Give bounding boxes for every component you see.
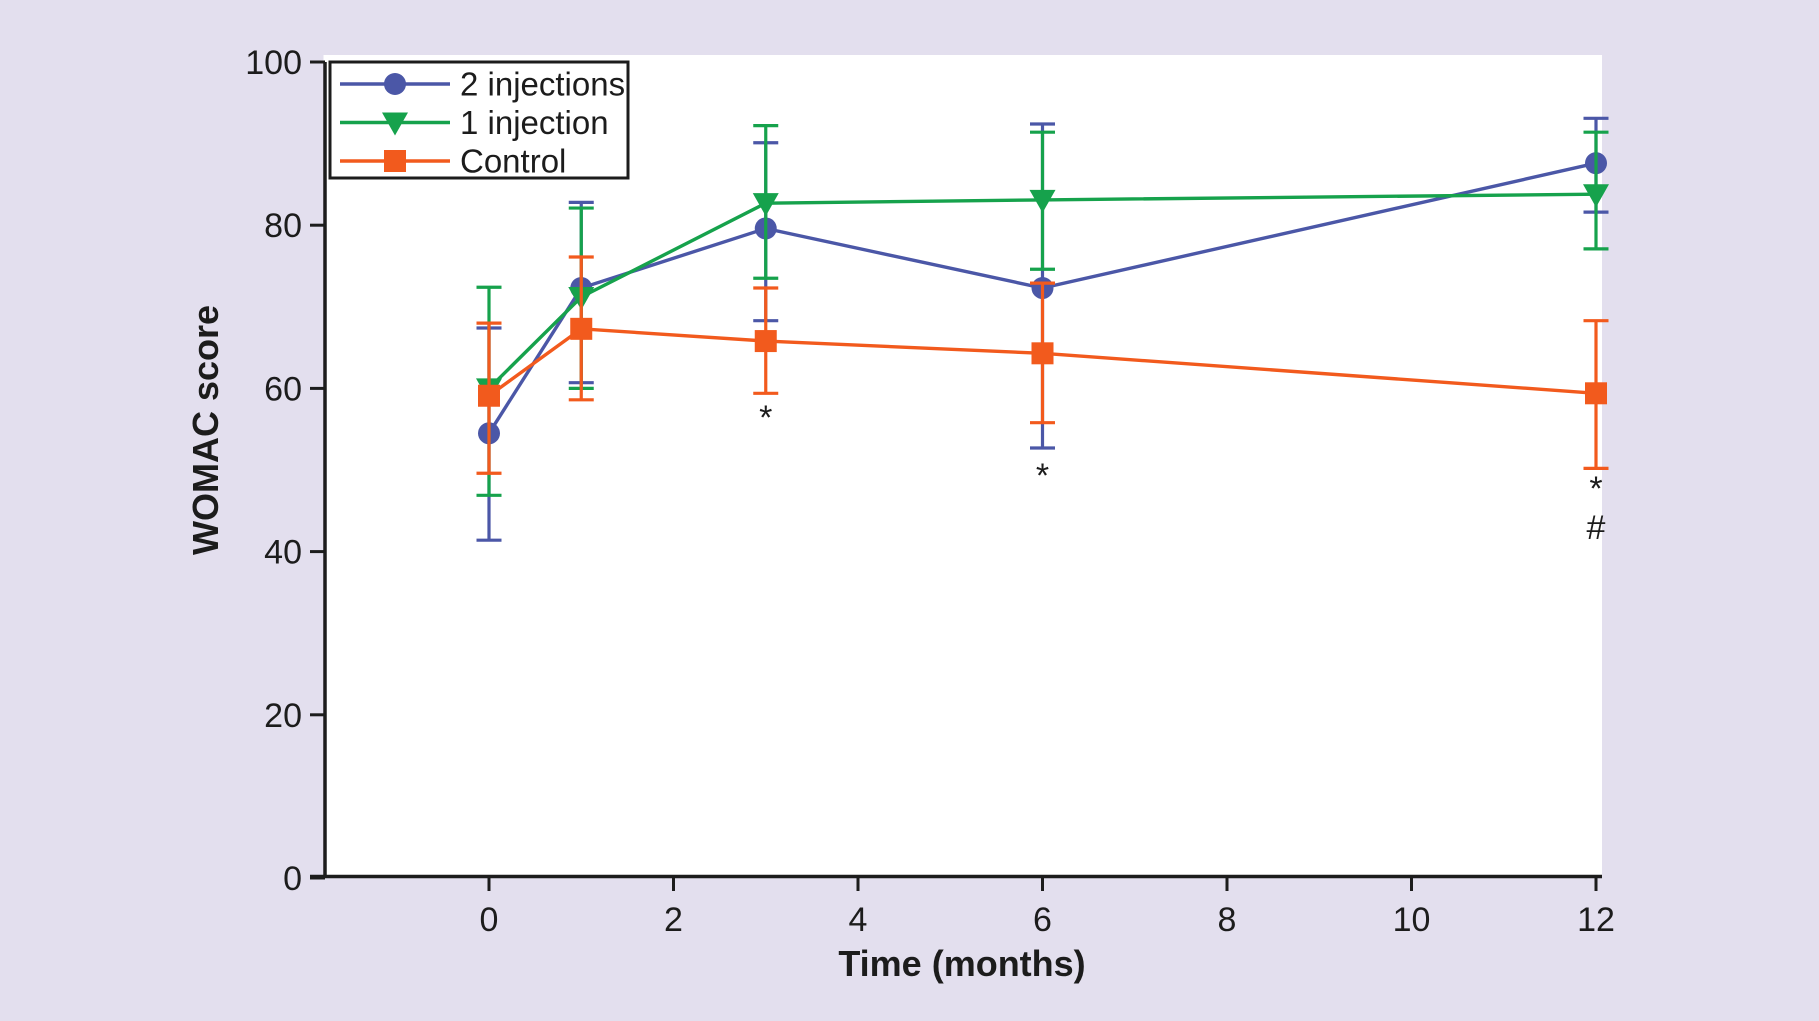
square-marker (570, 317, 593, 340)
legend-circle-marker (384, 73, 406, 95)
series-control (476, 255, 1609, 475)
x-tick-label: 2 (664, 901, 683, 939)
square-marker (1031, 342, 1054, 365)
y-tick-label: 80 (264, 207, 302, 245)
x-tick-label: 4 (849, 901, 868, 939)
x-tick-label: 12 (1577, 901, 1615, 939)
legend-triangle-down-marker (382, 112, 408, 136)
x-tick-label: 6 (1033, 901, 1052, 939)
legend-label: Control (460, 143, 566, 180)
x-tick-label: 8 (1218, 901, 1237, 939)
asterisk-annotation: * (1036, 457, 1049, 495)
y-axis-title: WOMAC score (185, 305, 226, 555)
hash-annotation: # (1587, 509, 1606, 547)
legend-box (328, 60, 630, 180)
y-tick-label: 20 (264, 697, 302, 735)
legend-square-marker (384, 150, 406, 172)
square-marker (1585, 382, 1607, 405)
y-tick-label: 0 (283, 860, 302, 898)
asterisk-annotation: * (1589, 470, 1602, 508)
x-axis-title: Time (months) (838, 943, 1085, 984)
x-axis: 0 2 4 6 8 10 12 (480, 878, 1615, 939)
legend-item: 2 injections (340, 66, 625, 103)
annotations: ** *# (759, 399, 1605, 547)
y-axis: 0 20 40 60 80 100 (245, 44, 325, 898)
x-tick-label: 0 (480, 901, 499, 939)
y-tick-label: 60 (264, 370, 302, 408)
y-tick-label: 40 (264, 534, 302, 572)
triangle-down-marker (1583, 184, 1609, 208)
legend-item: 1 injection (340, 104, 609, 141)
legend-item: Control (340, 143, 566, 180)
asterisk-annotation: * (759, 399, 772, 437)
triangle-down-marker (752, 193, 779, 217)
triangle-down-marker (1029, 189, 1056, 213)
square-marker (754, 330, 777, 353)
plot-area (323, 55, 1602, 878)
square-marker (478, 384, 500, 407)
legend-label: 2 injections (460, 66, 625, 103)
legend-label: 1 injection (460, 104, 609, 141)
x-tick-label: 10 (1393, 901, 1431, 939)
y-tick-label: 100 (245, 44, 302, 82)
